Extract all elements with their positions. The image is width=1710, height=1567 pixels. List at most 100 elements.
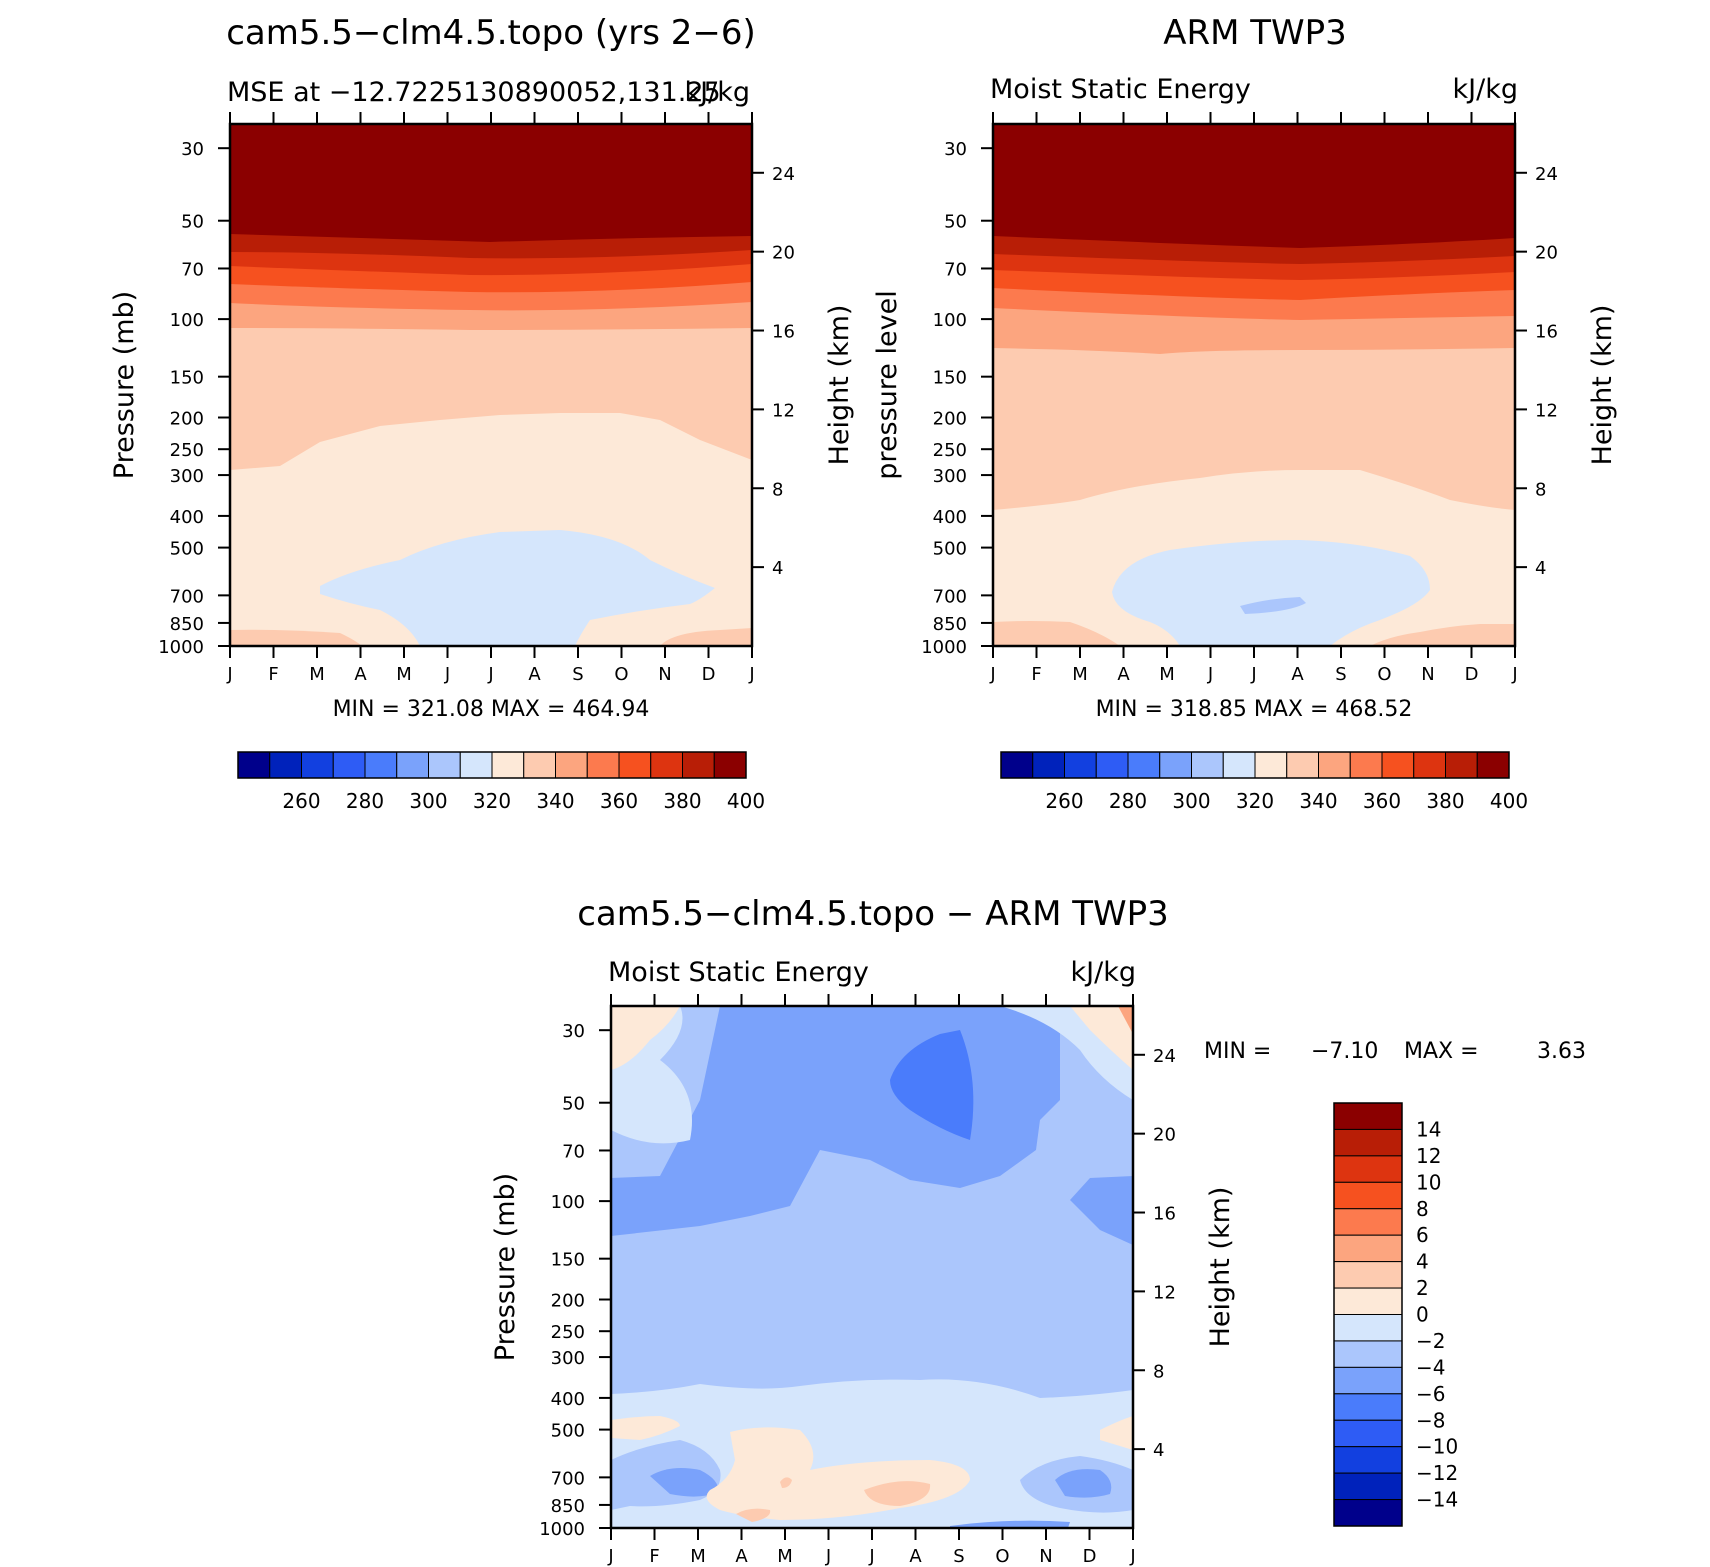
colorbar-label: 300 (1172, 789, 1210, 813)
y-tick-label: 300 (551, 1348, 585, 1369)
colorbar-box (269, 751, 302, 779)
colorbar-box (364, 751, 398, 779)
colorbar-label: 400 (727, 789, 765, 813)
y-tick-label: 70 (562, 1141, 585, 1162)
colorbar-label: 280 (1109, 789, 1147, 813)
panel-diff: cam5.5−clm4.5.topo − ARM TWP3 Moist Stat… (490, 894, 1586, 1567)
colorbar-label: 380 (663, 789, 701, 813)
x-tick-label: J (989, 664, 995, 685)
y-tick-label: 500 (170, 539, 204, 560)
x-tick-label: A (354, 664, 367, 685)
x-tick-label: S (953, 1546, 964, 1567)
colorbar-label: 380 (1426, 789, 1464, 813)
field-band (736, 1508, 771, 1522)
colorbar-label: −14 (1416, 1488, 1458, 1512)
y2-tick-label: 20 (1153, 1125, 1176, 1146)
colorbar-box (1333, 1446, 1403, 1474)
y-tick-label: 700 (933, 586, 967, 607)
y-tick-label: 400 (933, 507, 967, 528)
y-tick-label: 300 (170, 466, 204, 487)
colorbar-label: 360 (600, 789, 638, 813)
colorbar-box (1333, 1366, 1403, 1395)
colorbar-label: 320 (473, 789, 511, 813)
panel-model-ylabel: Pressure (mb) (109, 291, 140, 479)
field-band (1100, 1416, 1133, 1450)
y2-tick-label: 24 (772, 164, 795, 185)
field-band (1070, 1006, 1133, 1070)
y-tick-label: 250 (933, 440, 967, 461)
colorbar-box (1318, 751, 1351, 779)
colorbar-box (1127, 751, 1161, 779)
colorbar-label: 340 (1299, 789, 1337, 813)
panel-obs-y2label: Height (km) (1587, 305, 1618, 466)
y-tick-label: 700 (551, 1468, 585, 1489)
colorbar-box (555, 751, 588, 779)
x-tick-label: D (702, 664, 716, 685)
field-band (1112, 540, 1430, 646)
y-tick-label: 200 (170, 409, 204, 430)
colorbar-box (1445, 751, 1478, 779)
panel-model-field (230, 124, 752, 646)
y2-tick-label: 24 (1535, 164, 1558, 185)
panel-diff-y2label: Height (km) (1205, 1187, 1236, 1348)
field-band (993, 124, 1515, 248)
panel-diff-max-value: 3.63 (1537, 1039, 1586, 1064)
panel-model-axes: J F M A M J J A S O N D J 30 50 70 100 150 200 250 300 400 500… (158, 112, 795, 685)
panel-diff-max-label: MAX = (1404, 1039, 1479, 1064)
panel-diff-min-value: −7.10 (1311, 1039, 1378, 1064)
panel-obs-ylabel: pressure level (872, 290, 903, 479)
panel-obs-field (993, 124, 1515, 646)
panel-model-units: kJ/kg (685, 77, 750, 108)
colorbar-label: 14 (1416, 1117, 1441, 1141)
colorbar-label: −2 (1416, 1329, 1445, 1353)
field-band (611, 1006, 1133, 1236)
x-tick-label: A (528, 664, 541, 685)
x-tick-label: J (868, 1546, 874, 1567)
colorbar-label: −12 (1416, 1461, 1458, 1485)
panel-model: cam5.5−clm4.5.topo (yrs 2−6) MSE at −12.… (109, 13, 855, 813)
colorbar-box (682, 751, 715, 779)
colorbar-box (301, 751, 334, 779)
colorbar-label: 260 (282, 789, 320, 813)
colorbar-box (396, 751, 429, 779)
colorbar-box (586, 751, 620, 779)
y-tick-label: 850 (551, 1496, 585, 1517)
y-tick-label: 850 (933, 614, 967, 635)
field-band (950, 1520, 1070, 1528)
y-tick-label: 1000 (539, 1519, 585, 1540)
x-tick-label: M (309, 664, 325, 685)
x-tick-label: O (614, 664, 628, 685)
y-tick-label: 1000 (158, 637, 204, 658)
y-tick-label: 500 (551, 1421, 585, 1442)
x-tick-label: J (1129, 1546, 1135, 1567)
x-tick-label: F (649, 1546, 659, 1567)
colorbar-box (428, 751, 461, 779)
x-tick-label: M (396, 664, 412, 685)
y-tick-label: 30 (944, 139, 967, 160)
x-tick-label: S (1335, 664, 1346, 685)
colorbar-box (1254, 751, 1288, 779)
field-band (1370, 624, 1515, 646)
panel-diff-axes: J F M A M J J A S O N D J 30 50 70 100 150 200 250 300 400 500… (539, 994, 1176, 1567)
y-tick-label: 200 (933, 409, 967, 430)
x-tick-label: J (748, 664, 754, 685)
x-tick-label: J (607, 1546, 613, 1567)
x-tick-label: F (1031, 664, 1041, 685)
x-tick-label: A (735, 1546, 748, 1567)
panel-diff-title: cam5.5−clm4.5.topo − ARM TWP3 (577, 894, 1169, 934)
colorbar-box (1476, 751, 1510, 779)
field-band (230, 629, 362, 646)
colorbar-box (650, 751, 683, 779)
colorbar-label: −6 (1416, 1382, 1445, 1406)
field-band (660, 628, 752, 646)
y-tick-label: 700 (170, 586, 204, 607)
y-tick-label: 400 (170, 507, 204, 528)
field-band (780, 1477, 792, 1488)
y2-tick-label: 4 (1153, 1440, 1164, 1461)
y-tick-label: 1000 (921, 637, 967, 658)
panel-diff-min-label: MIN = (1204, 1039, 1271, 1064)
colorbar-box (1191, 751, 1224, 779)
y-tick-label: 150 (170, 368, 204, 389)
